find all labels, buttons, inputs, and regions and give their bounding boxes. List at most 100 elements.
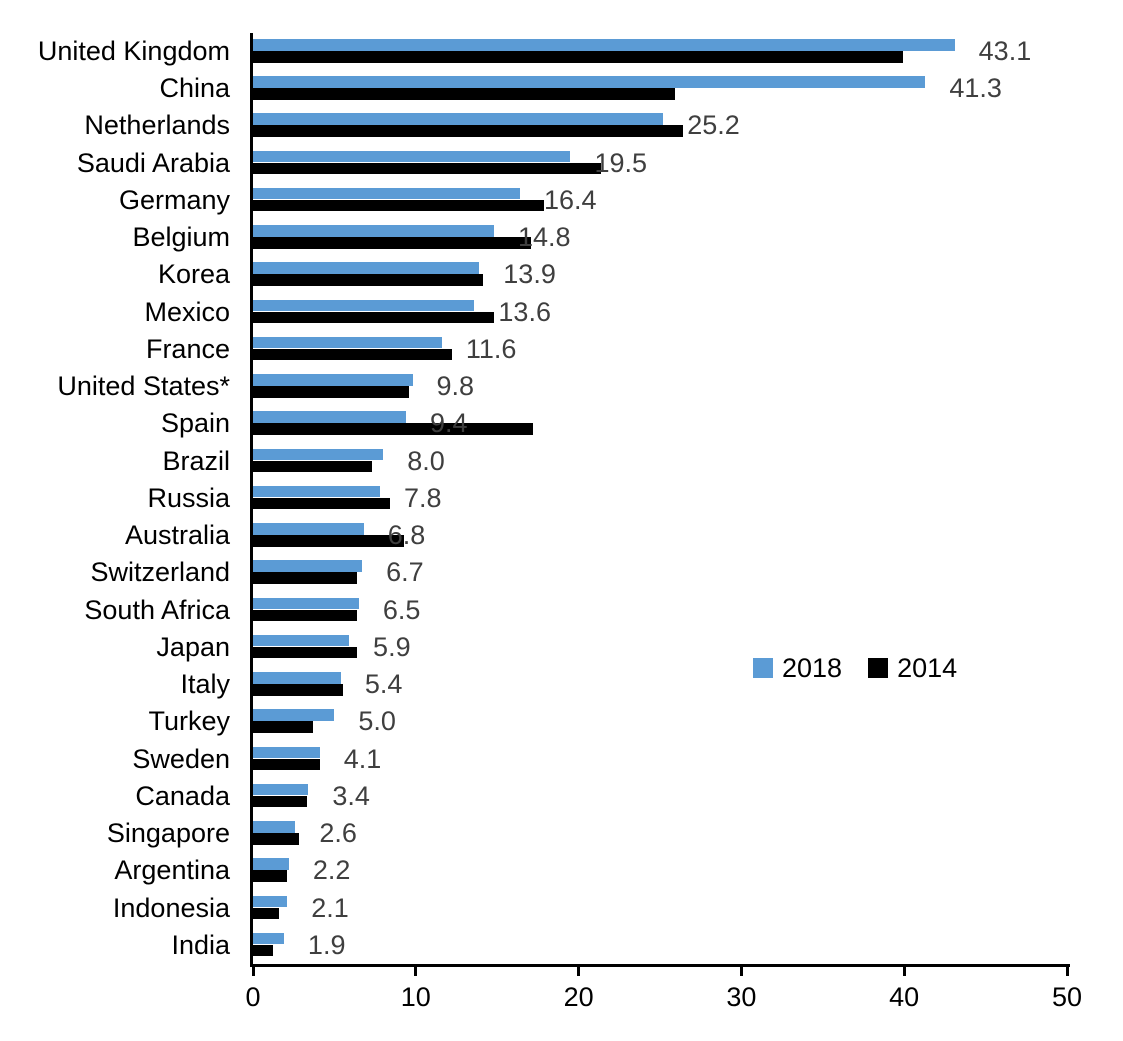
- category-label: Sweden: [132, 743, 230, 774]
- category-label: United States*: [57, 371, 230, 402]
- bar-row: 3.4: [253, 778, 1067, 815]
- legend-swatch-2018-icon: [753, 658, 773, 678]
- bar-row: 2.2: [253, 852, 1067, 889]
- bar-2014: [253, 460, 372, 473]
- bar-2018: [253, 39, 955, 51]
- x-tick-label: 0: [245, 982, 261, 1012]
- value-label: 11.6: [465, 333, 517, 364]
- y-axis-line: [250, 33, 253, 967]
- bar-row: 4.1: [253, 741, 1067, 778]
- category-label: Brazil: [162, 445, 230, 476]
- value-label: 1.9: [307, 929, 346, 960]
- bar-2018: [253, 76, 926, 88]
- bar-2018: [253, 262, 480, 274]
- bar-row: 7.8: [253, 480, 1067, 517]
- bar-row: 13.9: [253, 256, 1067, 293]
- x-tick-label: 10: [400, 982, 431, 1012]
- bar-row: 41.3: [253, 70, 1067, 107]
- bar-2018: [253, 746, 320, 759]
- bar-2018: [253, 672, 341, 684]
- category-label: Netherlands: [84, 110, 230, 141]
- value-label: 41.3: [949, 73, 1002, 104]
- bar-2014: [253, 162, 602, 175]
- value-label: 9.8: [436, 371, 475, 402]
- bar-2014: [253, 646, 358, 659]
- bar-2014: [253, 721, 314, 733]
- bar-row: 9.4: [253, 405, 1067, 442]
- category-label: Switzerland: [90, 557, 230, 588]
- bar-2018: [253, 448, 384, 461]
- bar-2014: [253, 386, 410, 398]
- value-label: 43.1: [978, 36, 1032, 66]
- bar-2018: [253, 783, 309, 796]
- bar-2014: [253, 51, 903, 63]
- category-label: Belgium: [132, 222, 230, 253]
- bar-row: 6.7: [253, 554, 1067, 591]
- category-label: Argentina: [114, 855, 230, 886]
- bar-2014: [253, 758, 320, 771]
- bar-row: 5.9: [253, 629, 1067, 666]
- bar-row: 5.4: [253, 666, 1067, 703]
- value-label: 13.6: [498, 296, 551, 327]
- bar-row: 2.6: [253, 815, 1067, 852]
- category-label: Japan: [156, 631, 230, 662]
- bar-row: 2.1: [253, 890, 1067, 927]
- legend-swatch-2014-icon: [868, 658, 889, 678]
- bar-2014: [253, 609, 358, 622]
- bar-2018: [253, 597, 359, 610]
- category-label: Italy: [180, 669, 230, 700]
- category-label: Singapore: [106, 818, 230, 849]
- bar-row: 13.6: [253, 294, 1067, 331]
- x-tick: [739, 967, 743, 976]
- category-label: Russia: [147, 482, 230, 513]
- bar-2014: [253, 684, 343, 696]
- category-label: Australia: [124, 520, 230, 551]
- bar-row: 25.2: [253, 107, 1067, 144]
- bar-2018: [253, 225, 494, 237]
- value-label: 8.0: [407, 445, 445, 476]
- value-label: 5.9: [373, 631, 411, 662]
- value-label: 19.5: [594, 147, 648, 178]
- bar-2018: [253, 113, 664, 125]
- bar-2014: [253, 833, 299, 845]
- bar-2014: [253, 795, 307, 808]
- bar-2018: [253, 634, 350, 647]
- value-label: 16.4: [543, 184, 597, 215]
- bar-2018: [253, 150, 571, 163]
- bar-2018: [253, 709, 335, 721]
- legend-label-2014: 2014: [897, 653, 958, 683]
- x-tick: [251, 967, 255, 976]
- value-label: 6.8: [387, 520, 426, 551]
- bar-row: 9.8: [253, 368, 1067, 405]
- bar-2014: [253, 88, 675, 100]
- bar-row: 8.0: [253, 443, 1067, 480]
- x-tick-label: 20: [563, 982, 594, 1012]
- bar-2018: [253, 523, 364, 535]
- category-label: India: [171, 929, 230, 960]
- bar-2018: [253, 299, 475, 312]
- value-label: 6.7: [386, 557, 424, 588]
- category-labels: United Kingdom China Netherlands Saudi Arab…: [0, 0, 230, 1041]
- bar-2018: [253, 336, 442, 349]
- legend-label-2018: 2018: [782, 653, 843, 683]
- value-label: 2.6: [319, 818, 357, 849]
- value-label: 3.4: [332, 780, 370, 811]
- bar-row: 43.1: [253, 33, 1067, 70]
- bar-2018: [253, 932, 284, 945]
- bar-row: 11.6: [253, 331, 1067, 368]
- bar-row: 19.5: [253, 145, 1067, 182]
- category-label: China: [159, 73, 230, 104]
- bar-2018: [253, 821, 296, 833]
- category-label: Turkey: [148, 706, 230, 737]
- x-tick-label: 30: [726, 982, 757, 1012]
- bar-2018: [253, 411, 407, 423]
- bar-row: 1.9: [253, 927, 1067, 964]
- bar-row: 6.8: [253, 517, 1067, 554]
- x-tick: [577, 967, 581, 976]
- bar-2014: [253, 311, 494, 324]
- bar-2018: [253, 858, 289, 870]
- value-label: 7.8: [403, 482, 442, 513]
- bar-2018: [253, 895, 288, 908]
- bar-row: 16.4: [253, 182, 1067, 219]
